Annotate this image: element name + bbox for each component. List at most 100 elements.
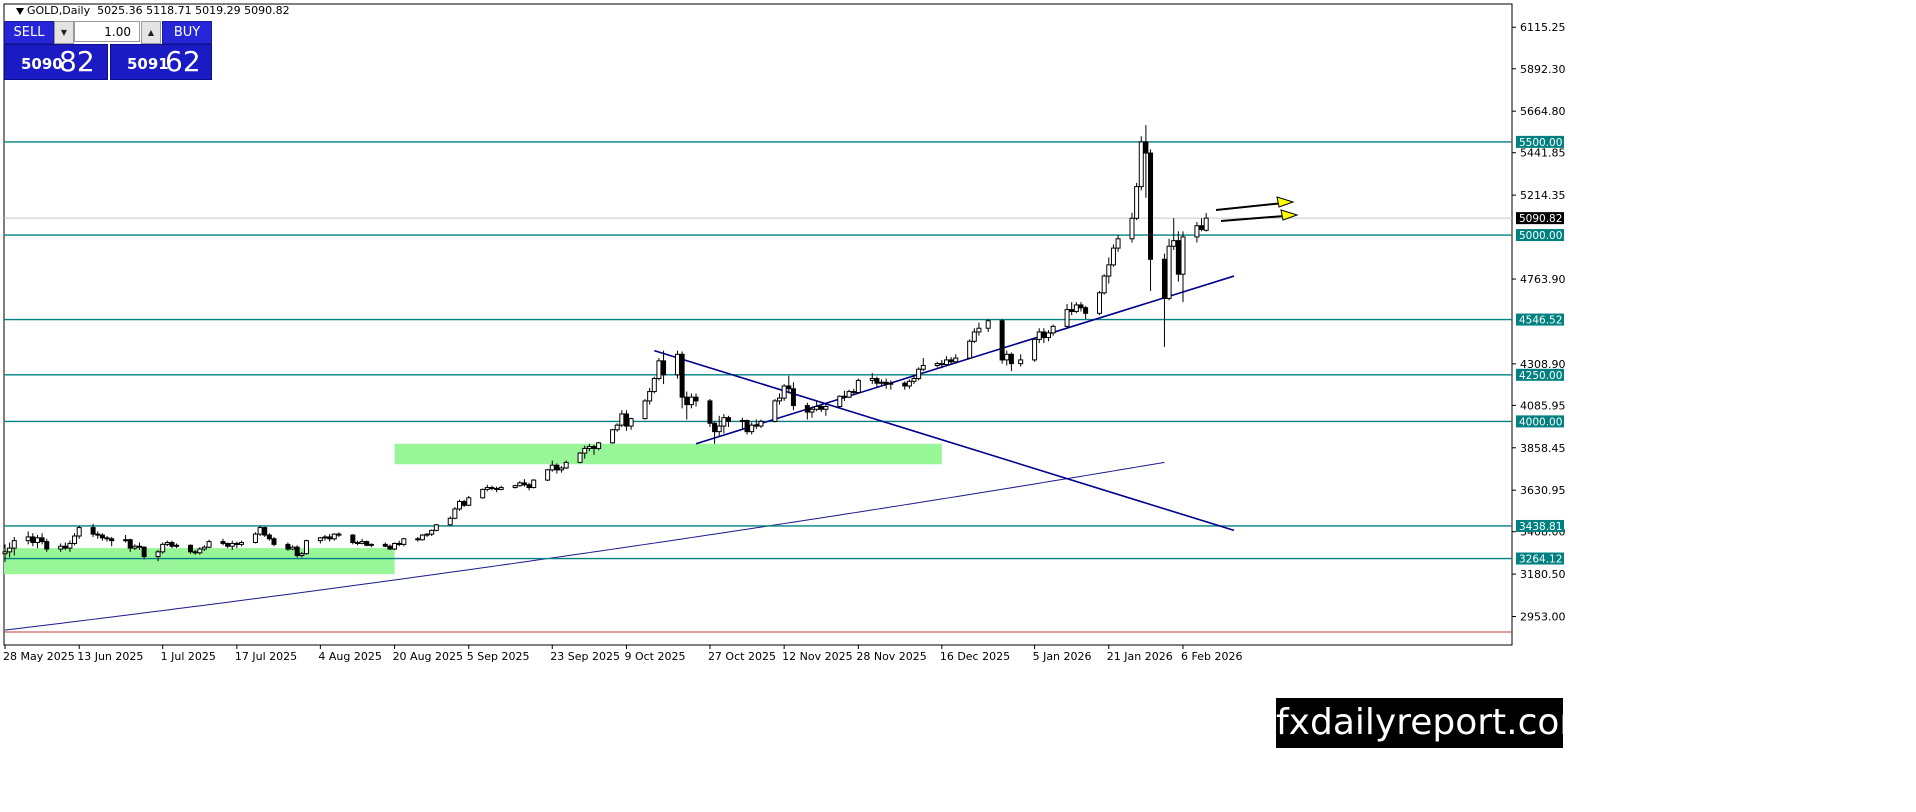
candle	[549, 460, 555, 472]
svg-text:4000.00: 4000.00	[1519, 416, 1562, 428]
buy-button[interactable]: BUY	[162, 21, 212, 44]
candle	[1161, 253, 1167, 347]
candle	[851, 388, 857, 396]
candle	[164, 540, 170, 547]
candle	[480, 488, 486, 499]
x-tick-label: 28 Nov 2025	[856, 650, 926, 663]
candle	[902, 381, 908, 390]
candle	[790, 382, 796, 411]
candle	[712, 421, 718, 444]
candle	[1166, 238, 1172, 301]
candle	[322, 535, 328, 541]
candle	[563, 460, 569, 469]
ohlc-values: 5025.36 5118.71 5019.29 5090.82	[97, 4, 290, 17]
rising-trendline[interactable]	[695, 275, 1235, 445]
x-tick-label: 6 Feb 2026	[1181, 650, 1242, 663]
candle	[1175, 231, 1181, 282]
sell-price-box[interactable]: 5090 82	[4, 44, 108, 80]
chevron-up-icon: ▲	[147, 28, 155, 37]
svg-text:5000.00: 5000.00	[1519, 230, 1562, 242]
descending-trendline[interactable]	[654, 349, 1235, 532]
candle	[906, 379, 912, 389]
candle	[934, 361, 940, 368]
svg-text:3438.81: 3438.81	[1519, 521, 1562, 533]
candle	[1073, 302, 1079, 314]
candle	[883, 378, 889, 389]
candle	[582, 445, 588, 459]
candle	[160, 542, 166, 554]
x-tick-label: 16 Dec 2025	[940, 650, 1010, 663]
candle	[336, 532, 342, 537]
candle	[1069, 302, 1075, 316]
x-tick-label: 5 Jan 2026	[1033, 650, 1092, 663]
candle	[948, 357, 954, 364]
svg-text:3264.12: 3264.12	[1519, 554, 1562, 566]
candle	[623, 410, 629, 431]
candle	[188, 544, 194, 554]
candle	[953, 354, 959, 364]
candle	[382, 542, 388, 548]
candle	[1171, 218, 1177, 250]
candle	[109, 536, 115, 547]
sell-price-handle: 5090	[21, 55, 63, 73]
candle	[123, 535, 129, 543]
candle	[999, 318, 1005, 364]
lot-increase-button[interactable]: ▲	[141, 21, 161, 44]
candle	[939, 359, 945, 369]
candle	[1004, 350, 1010, 366]
candle	[1050, 324, 1056, 336]
x-tick-label: 13 Jun 2025	[77, 650, 143, 663]
candle	[67, 540, 73, 552]
candle	[614, 423, 620, 432]
candle	[294, 545, 300, 558]
y-tick-label: 5441.85	[1520, 147, 1566, 160]
buy-price-box[interactable]: 5091 62	[110, 44, 212, 80]
x-tick-label: 21 Jan 2026	[1107, 650, 1173, 663]
candle	[1008, 352, 1014, 372]
sell-button[interactable]: SELL	[4, 21, 54, 44]
x-tick-label: 9 Oct 2025	[624, 650, 685, 663]
x-tick-label: 5 Sep 2025	[467, 650, 530, 663]
one-click-trade-panel: SELL ▼ 1.00 ▲ BUY 5090 82 5091 62	[4, 21, 212, 80]
chart-header: GOLD,Daily 5025.36 5118.71 5019.29 5090.…	[16, 4, 290, 17]
candle	[744, 419, 750, 435]
chart-menu-arrow-icon[interactable]	[16, 7, 24, 15]
candle	[920, 358, 926, 372]
svg-text:4546.52: 4546.52	[1519, 315, 1562, 327]
candle	[39, 533, 45, 545]
x-tick-label: 28 May 2025	[3, 650, 75, 663]
candle	[72, 533, 78, 546]
candle	[257, 525, 263, 536]
candle	[197, 547, 203, 555]
candle	[90, 523, 96, 537]
candle	[1203, 212, 1209, 232]
sell-price-pips: 82	[59, 45, 95, 78]
candle	[359, 538, 365, 545]
candle	[1199, 218, 1205, 232]
lot-size-input[interactable]: 1.00	[74, 21, 140, 42]
forecast-arrow[interactable]	[1215, 196, 1295, 211]
lot-decrease-button[interactable]: ▼	[54, 21, 74, 44]
candle	[7, 542, 13, 558]
candle	[419, 534, 425, 541]
y-tick-label: 4085.95	[1520, 399, 1566, 412]
candle	[489, 485, 495, 491]
candle	[596, 441, 602, 451]
candle	[1134, 182, 1140, 221]
candle	[266, 533, 272, 541]
candle	[1041, 328, 1047, 344]
y-tick-label: 5214.35	[1520, 189, 1566, 202]
candle	[554, 463, 560, 474]
candle	[155, 549, 161, 562]
forecast-arrow[interactable]	[1220, 209, 1299, 222]
candle	[1078, 302, 1084, 312]
candle	[466, 495, 472, 507]
candle	[967, 339, 973, 359]
candle	[758, 419, 764, 428]
price-level-tag: 5090.82	[1516, 212, 1564, 225]
candle	[58, 543, 64, 552]
moving-average-line	[4, 461, 1165, 631]
candle	[804, 402, 810, 420]
candle	[141, 546, 147, 560]
